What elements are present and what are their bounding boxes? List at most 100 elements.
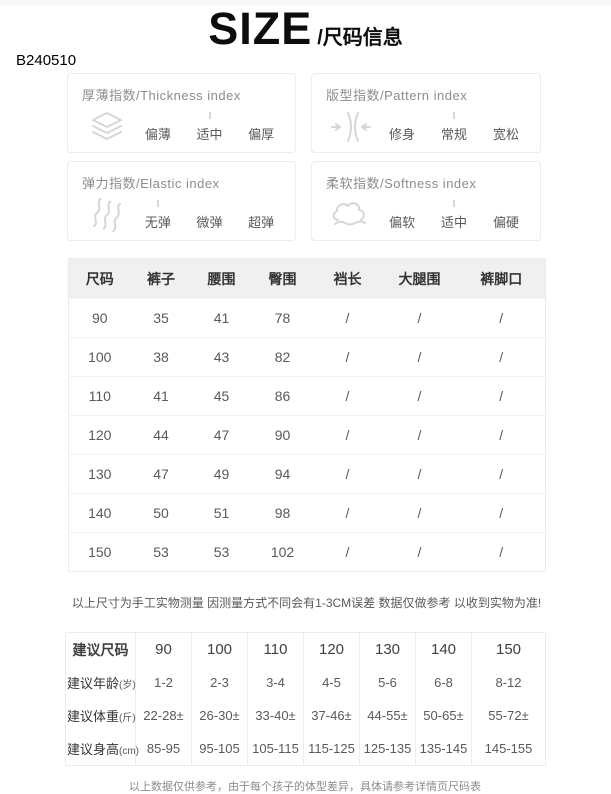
size-cell: /	[381, 415, 458, 455]
size-cell: 47	[191, 415, 252, 455]
index-option: 适中	[428, 199, 480, 231]
size-cell: /	[457, 376, 546, 416]
index-option: 偏厚	[248, 127, 275, 142]
size-table-row: 150 53 53 102// /	[68, 532, 546, 572]
size-cell: 49	[191, 454, 252, 494]
selected-level-tick	[156, 200, 159, 207]
measure-note: 以上尺寸为手工实物测量 因测量方式不同会有1-3CM误差 数据仅做参考 以收到实…	[71, 596, 542, 610]
index-option: 无弹	[132, 199, 184, 231]
size-cell: 130	[68, 454, 131, 494]
size-cell: 94	[251, 454, 314, 494]
suggest-cell: 5-6	[359, 666, 416, 699]
size-cell: /	[381, 298, 458, 338]
suggest-cell: 135-145	[415, 732, 472, 766]
size-cell: 100	[68, 337, 131, 377]
suggest-cell: 140	[415, 632, 472, 666]
size-cell: 53	[191, 532, 252, 572]
waves-icon	[82, 198, 132, 232]
suggest-cell: 6-8	[415, 666, 472, 699]
size-cell: /	[313, 298, 382, 338]
size-column-header: 裆长	[313, 258, 382, 299]
size-column-header: 裤子	[130, 258, 192, 299]
suggest-cell: 85-95	[135, 732, 192, 766]
softness-options: 偏软 适中 偏硬	[376, 199, 532, 231]
size-cell: 45	[191, 376, 252, 416]
size-cell: /	[313, 493, 382, 533]
size-column-header: 大腿围	[381, 258, 458, 299]
product-code: B240510	[16, 52, 77, 69]
size-cell: 51	[191, 493, 252, 533]
size-cell: 82	[251, 337, 314, 377]
size-cell: 41	[191, 298, 252, 338]
size-cell: /	[313, 415, 382, 455]
size-table-row: 140 50 51 98// /	[68, 493, 546, 533]
thickness-options: 偏薄 适中 偏厚	[132, 111, 287, 143]
suggest-cell: 55-72±	[471, 699, 546, 732]
size-table: 尺码 裤子 腰围 臀围 裆长 大腿围 裤脚口 90 35 41 78///100 38 43 82// /…	[68, 258, 546, 572]
index-option: 修身	[388, 127, 415, 142]
size-cell: /	[381, 532, 458, 572]
suggest-table-row: 建议体重(斤) 22-28± 26-30± 33-40± 37-46± 44-55± 50-…	[66, 699, 546, 732]
index-option: 偏硬	[492, 215, 519, 230]
suggest-cell: 125-135	[359, 732, 416, 766]
size-cell: 53	[130, 532, 192, 572]
suggest-table-row: 建议年龄(岁) 1-2 2-3 3-4 4-5 5-6 6-8 8-12	[66, 666, 546, 699]
elastic-index-title: 弹力指数/Elastic index	[82, 176, 220, 191]
title-size-en: SIZE	[208, 3, 313, 54]
suggest-row-label: 建议身高(cm)	[67, 742, 140, 757]
elastic-options: 无弹 微弹 超弹	[132, 199, 287, 231]
index-option: 适中	[184, 111, 236, 143]
size-cell: 38	[130, 337, 192, 377]
size-column-header: 裤脚口	[457, 258, 546, 299]
suggest-cell: 100	[191, 632, 248, 666]
index-boxes-grid: 厚薄指数/Thickness index 偏薄 适中 偏厚 版型指数/Pattern…	[67, 73, 545, 241]
top-divider-strip	[0, 0, 611, 5]
suggest-cell: 130	[359, 632, 416, 666]
suggest-cell: 8-12	[471, 666, 546, 699]
suggest-cell: 110	[247, 632, 304, 666]
size-cell: /	[457, 298, 546, 338]
pattern-options: 修身 常规 宽松	[376, 111, 532, 143]
suggest-cell: 26-30±	[191, 699, 248, 732]
size-column-header: 腰围	[191, 258, 252, 299]
suggest-cell: 105-115	[247, 732, 304, 766]
suggest-table-row: 建议尺码 90 100 110 120 130 140 150	[66, 632, 546, 666]
size-cell: /	[457, 337, 546, 377]
cloud-icon	[326, 198, 376, 232]
index-option: 宽松	[492, 127, 519, 142]
thickness-index-title: 厚薄指数/Thickness index	[82, 88, 241, 103]
size-table-row: 100 38 43 82// /	[68, 337, 546, 377]
suggest-row-label: 建议尺码	[72, 641, 129, 658]
size-cell: /	[381, 454, 458, 494]
title-size-zh: /尺码信息	[317, 27, 403, 49]
size-table-header-row: 尺码 裤子 腰围 臀围 裆长 大腿围 裤脚口	[68, 258, 546, 299]
suggest-row-label: 建议体重(斤)	[67, 709, 136, 724]
size-cell: 110	[68, 376, 131, 416]
size-cell: 78	[251, 298, 314, 338]
size-cell: 44	[130, 415, 192, 455]
selected-level-tick	[453, 112, 455, 119]
suggest-cell: 3-4	[247, 666, 304, 699]
size-cell: /	[381, 337, 458, 377]
suggest-table-row: 建议身高(cm) 85-95 95-105 105-115 115-125 125-135…	[66, 732, 546, 766]
index-option: 微弹	[196, 215, 223, 230]
size-cell: 86	[251, 376, 314, 416]
thickness-index-box: 厚薄指数/Thickness index 偏薄 适中 偏厚	[67, 73, 296, 153]
softness-index-title: 柔软指数/Softness index	[326, 176, 477, 191]
size-cell: 90	[68, 298, 131, 338]
size-cell: 50	[130, 493, 192, 533]
suggest-cell: 4-5	[303, 666, 360, 699]
size-cell: /	[457, 532, 546, 572]
size-cell: 98	[251, 493, 314, 533]
size-cell: 35	[130, 298, 192, 338]
suggest-cell: 50-65±	[415, 699, 472, 732]
size-column-header: 尺码	[68, 258, 131, 299]
size-cell: 47	[130, 454, 192, 494]
elastic-index-box: 弹力指数/Elastic index 无弹 微弹 超弹	[67, 161, 296, 241]
suggest-row-label: 建议年龄(岁)	[67, 676, 136, 691]
suggest-cell: 115-125	[303, 732, 360, 766]
size-cell: 90	[251, 415, 314, 455]
size-cell: 41	[130, 376, 192, 416]
size-cell: /	[457, 454, 546, 494]
footer-note: 以上数据仅供参考，由于每个孩子的体型差异，具体请参考详情页尺码表	[129, 781, 481, 793]
